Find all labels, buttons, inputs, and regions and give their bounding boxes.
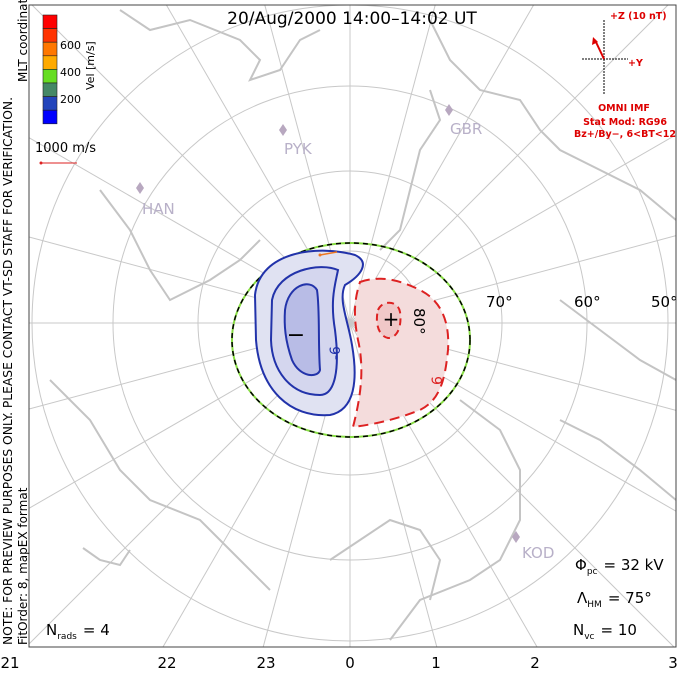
hm-latitude: ΛHM = 75° <box>577 589 652 610</box>
lat-label-50: 50° <box>651 293 678 311</box>
station-kod: KOD <box>522 544 554 562</box>
velocity-colorbar <box>42 14 58 125</box>
mlt-line <box>349 5 436 324</box>
colorbar-segment <box>42 14 58 29</box>
positive-cell <box>351 277 450 429</box>
cross-polar-potential: Φpc = 32 kV <box>575 556 664 577</box>
contour-label-positive: 6 <box>430 376 446 385</box>
imf-y-label: +Y <box>628 58 643 69</box>
mlt-label-3: 3 <box>668 654 678 672</box>
mlt-label-21: 21 <box>0 654 19 672</box>
vector-count: Nvc = 10 <box>573 621 637 642</box>
stat-model: Stat Mod: RG96 <box>583 117 667 128</box>
velocity-vector <box>319 251 338 256</box>
station-pyk: PYK <box>284 140 313 158</box>
lat-label-70: 70° <box>486 293 513 311</box>
colorbar-segment <box>42 69 58 84</box>
colorbar-segment <box>42 28 58 43</box>
scale-vector-label: 1000 m/s <box>35 141 96 156</box>
colorbar-segment <box>42 55 58 70</box>
contour-label-negative: -6 <box>328 346 344 360</box>
positive-cell-marker: + <box>383 307 400 331</box>
mlt-line <box>349 5 669 324</box>
hm-boundary <box>231 242 471 438</box>
coordinate-system-label: MLT coordinates <box>16 0 30 82</box>
fit-order-note: FitOrder: 8, mapEX format <box>16 487 30 645</box>
mlt-label-0: 0 <box>345 654 355 672</box>
preview-note: NOTE: FOR PREVIEW PURPOSES ONLY. PLEASE … <box>1 97 15 645</box>
mlt-label-2: 2 <box>530 654 540 672</box>
plot-frame <box>28 4 677 648</box>
colorbar-tick-200: 200 <box>60 93 81 106</box>
negative-cell <box>253 249 364 417</box>
plot-title: 20/Aug/2000 14:00–14:02 UT <box>227 9 477 29</box>
mlt-grid <box>29 5 676 647</box>
colorbar-segment <box>42 41 58 57</box>
station-han: HAN <box>142 200 175 218</box>
imf-vector <box>594 39 605 60</box>
mlt-label-22: 22 <box>157 654 176 672</box>
colorbar-segment <box>42 109 58 125</box>
colorbar-segment <box>42 96 58 111</box>
colorbar-segment <box>42 82 58 97</box>
lat-label-80: 80° <box>410 308 428 335</box>
imf-source: OMNI IMF <box>598 103 650 114</box>
colorbar-label: Vel [m/s] <box>84 41 97 90</box>
imf-bins: Bz+/By−, 6<BT<12 <box>574 129 676 140</box>
imf-clock <box>582 20 628 95</box>
lat-label-60: 60° <box>574 293 601 311</box>
radar-count: Nrads = 4 <box>46 621 110 642</box>
station-gbr: GBR <box>450 120 482 138</box>
colorbar-tick-600: 600 <box>60 39 81 52</box>
imf-z-label: +Z (10 nT) <box>610 11 667 22</box>
colorbar-tick-400: 400 <box>60 66 81 79</box>
mlt-label-1: 1 <box>431 654 441 672</box>
station-markers <box>136 104 520 543</box>
negative-cell-marker: − <box>287 323 305 348</box>
mlt-label-23: 23 <box>256 654 275 672</box>
coastlines <box>49 9 676 641</box>
map-area: GBR PYK HAN KOD − + -6 6 80° 70° 60° 50° <box>29 5 678 647</box>
mlt-line <box>349 5 535 324</box>
